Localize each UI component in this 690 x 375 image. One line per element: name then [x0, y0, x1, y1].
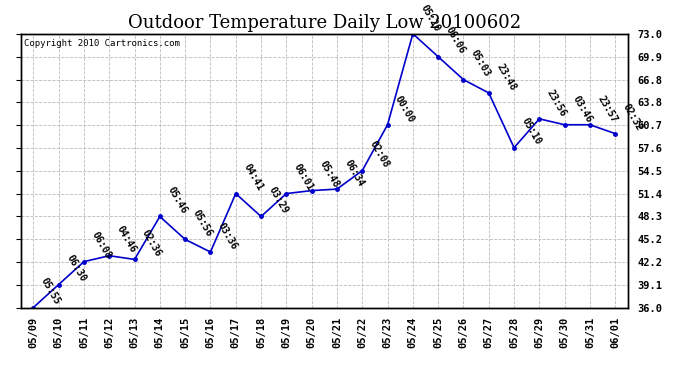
Text: 05:20: 05:20 — [418, 3, 442, 33]
Text: Copyright 2010 Cartronics.com: Copyright 2010 Cartronics.com — [23, 39, 179, 48]
Text: 05:46: 05:46 — [166, 185, 189, 216]
Text: 02:08: 02:08 — [368, 140, 391, 170]
Title: Outdoor Temperature Daily Low 20100602: Outdoor Temperature Daily Low 20100602 — [128, 14, 521, 32]
Text: 23:56: 23:56 — [545, 88, 569, 118]
Text: 00:00: 00:00 — [393, 93, 417, 124]
Text: 23:57: 23:57 — [595, 93, 619, 124]
Text: 06:08: 06:08 — [90, 230, 113, 261]
Text: 06:01: 06:01 — [292, 162, 315, 193]
Text: 06:30: 06:30 — [64, 254, 88, 284]
Text: 03:29: 03:29 — [266, 185, 290, 216]
Text: 05:48: 05:48 — [317, 159, 341, 190]
Text: 23:48: 23:48 — [494, 62, 518, 92]
Text: 05:03: 05:03 — [469, 48, 493, 79]
Text: 03:36: 03:36 — [216, 221, 239, 251]
Text: 05:10: 05:10 — [520, 117, 543, 147]
Text: 05:56: 05:56 — [190, 208, 214, 238]
Text: 06:34: 06:34 — [342, 158, 366, 188]
Text: 02:32: 02:32 — [621, 102, 644, 133]
Text: 06:06: 06:06 — [444, 26, 467, 56]
Text: 04:41: 04:41 — [241, 162, 265, 193]
Text: 02:36: 02:36 — [140, 228, 164, 259]
Text: 03:46: 03:46 — [570, 93, 593, 124]
Text: 04:46: 04:46 — [115, 225, 138, 255]
Text: 05:55: 05:55 — [39, 276, 62, 307]
